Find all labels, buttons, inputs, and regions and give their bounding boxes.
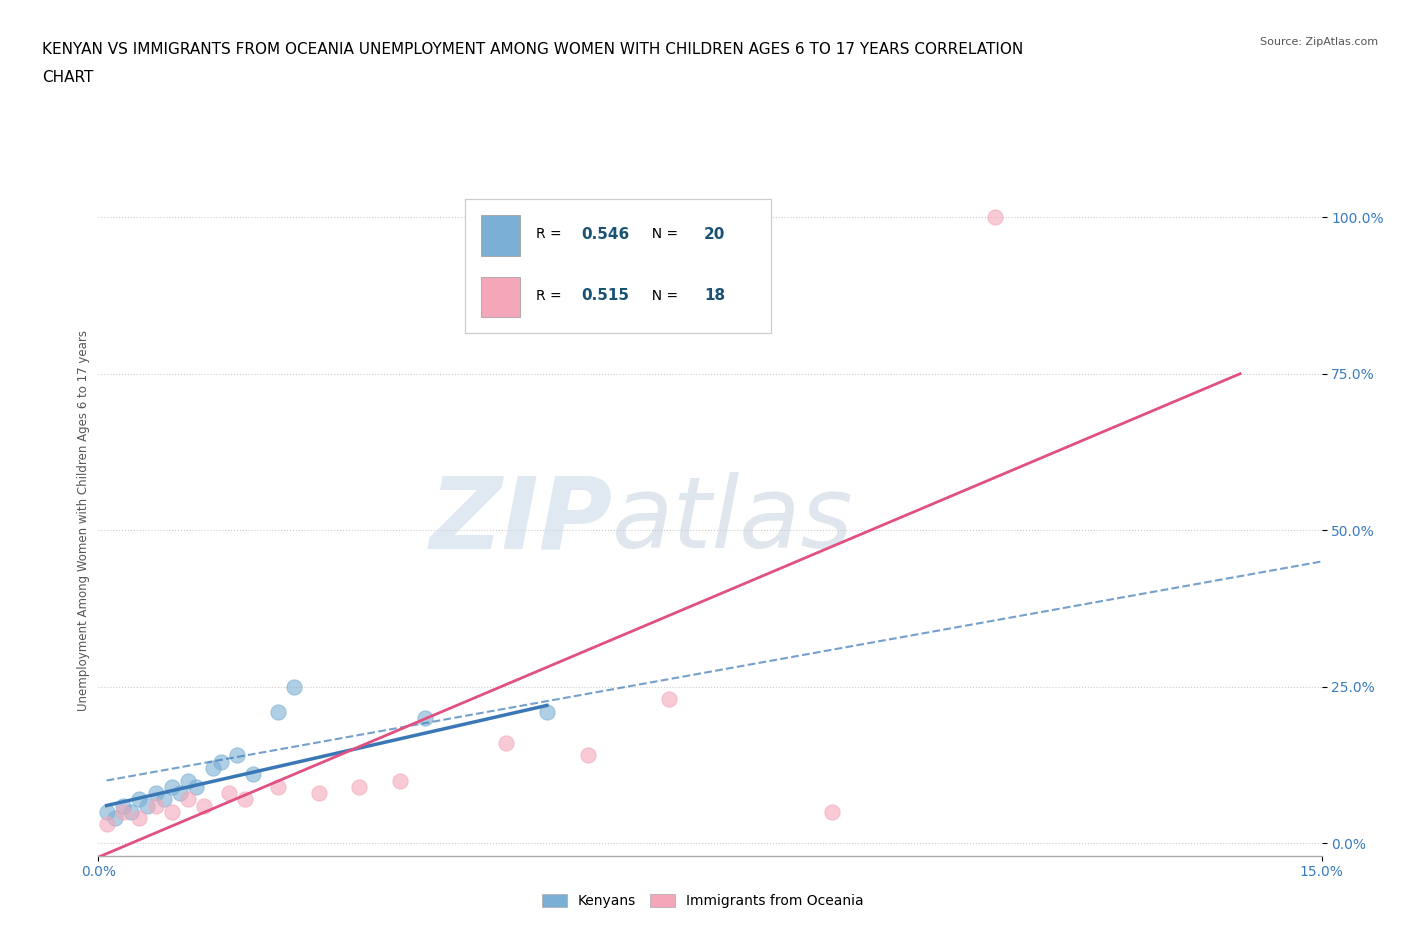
Text: CHART: CHART bbox=[42, 70, 94, 85]
Point bbox=[169, 786, 191, 801]
Point bbox=[145, 786, 167, 801]
Point bbox=[658, 692, 681, 707]
Point bbox=[128, 811, 150, 826]
Point bbox=[984, 210, 1007, 225]
Point bbox=[821, 804, 844, 819]
Text: atlas: atlas bbox=[612, 472, 853, 569]
Point bbox=[413, 711, 436, 725]
Point bbox=[209, 754, 232, 769]
Point bbox=[267, 704, 290, 719]
Point bbox=[96, 804, 118, 819]
Text: ZIP: ZIP bbox=[429, 472, 612, 569]
Point bbox=[242, 767, 264, 782]
Point bbox=[111, 798, 134, 813]
Point bbox=[120, 804, 142, 819]
Legend: Kenyans, Immigrants from Oceania: Kenyans, Immigrants from Oceania bbox=[537, 889, 869, 914]
Point bbox=[193, 798, 215, 813]
Text: KENYAN VS IMMIGRANTS FROM OCEANIA UNEMPLOYMENT AMONG WOMEN WITH CHILDREN AGES 6 : KENYAN VS IMMIGRANTS FROM OCEANIA UNEMPL… bbox=[42, 42, 1024, 57]
Point bbox=[186, 779, 208, 794]
Point bbox=[201, 761, 224, 776]
Point bbox=[233, 791, 256, 806]
Point bbox=[160, 804, 183, 819]
Point bbox=[104, 811, 127, 826]
Point bbox=[218, 786, 240, 801]
Point bbox=[145, 798, 167, 813]
Point bbox=[128, 791, 150, 806]
Point bbox=[177, 791, 200, 806]
Point bbox=[136, 798, 159, 813]
Point bbox=[308, 786, 330, 801]
Point bbox=[177, 773, 200, 788]
Point bbox=[160, 779, 183, 794]
Point bbox=[576, 748, 599, 763]
Point bbox=[226, 748, 249, 763]
Point bbox=[152, 791, 174, 806]
Point bbox=[389, 773, 412, 788]
Text: Source: ZipAtlas.com: Source: ZipAtlas.com bbox=[1260, 37, 1378, 47]
Point bbox=[267, 779, 290, 794]
Point bbox=[283, 679, 305, 694]
Point bbox=[349, 779, 371, 794]
Point bbox=[111, 804, 134, 819]
Point bbox=[96, 817, 118, 831]
Point bbox=[495, 736, 517, 751]
Y-axis label: Unemployment Among Women with Children Ages 6 to 17 years: Unemployment Among Women with Children A… bbox=[77, 330, 90, 711]
Point bbox=[536, 704, 558, 719]
